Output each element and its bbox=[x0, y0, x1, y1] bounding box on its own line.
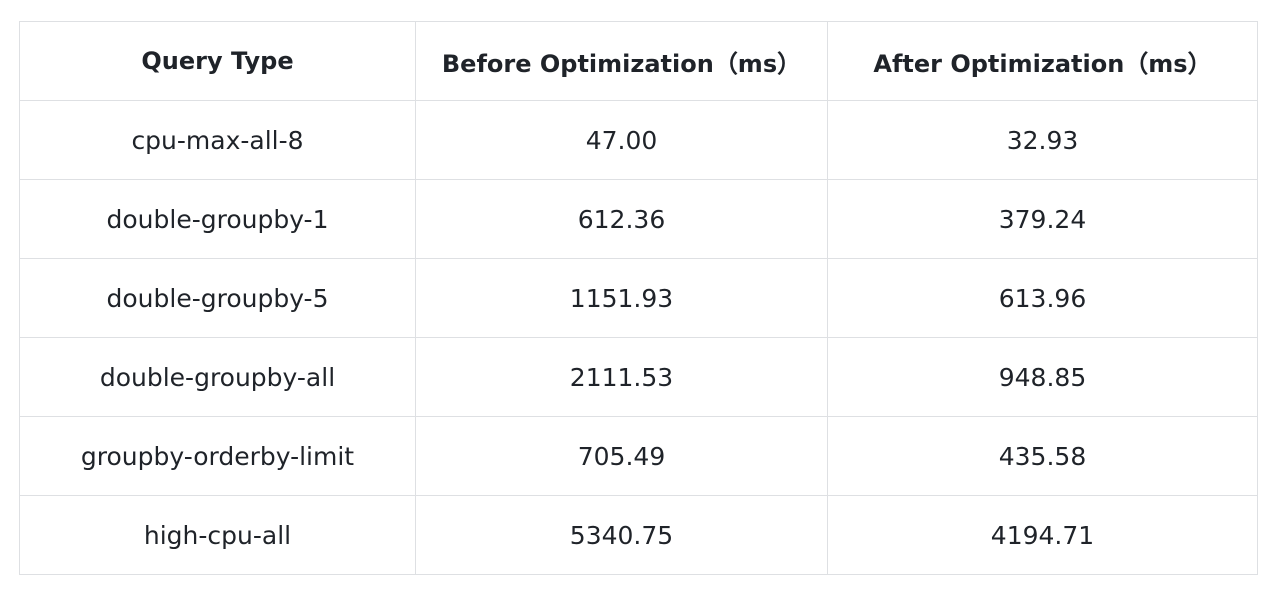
table-row: groupby-orderby-limit 705.49 435.58 bbox=[19, 416, 1258, 496]
header-cell: Query Type bbox=[19, 21, 416, 101]
table-cell: 47.00 bbox=[415, 100, 828, 180]
table-cell: double-groupby-5 bbox=[19, 258, 416, 338]
table-cell: high-cpu-all bbox=[19, 495, 416, 575]
table-cell: 705.49 bbox=[415, 416, 828, 496]
table-row: double-groupby-5 1151.93 613.96 bbox=[19, 258, 1258, 338]
table-cell: 5340.75 bbox=[415, 495, 828, 575]
table-cell: 4194.71 bbox=[827, 495, 1258, 575]
table-cell: 379.24 bbox=[827, 179, 1258, 259]
header-row: Query Type Before Optimization（ms） After O… bbox=[19, 21, 1258, 101]
table-row: high-cpu-all 5340.75 4194.71 bbox=[19, 495, 1258, 575]
table-cell: 32.93 bbox=[827, 100, 1258, 180]
table-cell: groupby-orderby-limit bbox=[19, 416, 416, 496]
table-cell: double-groupby-all bbox=[19, 337, 416, 417]
header-cell: After Optimization（ms） bbox=[827, 21, 1258, 101]
table-cell: 435.58 bbox=[827, 416, 1258, 496]
table-body: cpu-max-all-8 47.00 32.93 double-groupby-1 6… bbox=[19, 100, 1258, 575]
table-header: Query Type Before Optimization（ms） After O… bbox=[19, 21, 1258, 101]
table-cell: 613.96 bbox=[827, 258, 1258, 338]
table-cell: double-groupby-1 bbox=[19, 179, 416, 259]
table-row: double-groupby-1 612.36 379.24 bbox=[19, 179, 1258, 259]
table-cell: 612.36 bbox=[415, 179, 828, 259]
data-table: Query Type Before Optimization（ms） After O… bbox=[19, 21, 1258, 575]
header-cell: Before Optimization（ms） bbox=[415, 21, 828, 101]
table-cell: 2111.53 bbox=[415, 337, 828, 417]
table-cell: 1151.93 bbox=[415, 258, 828, 338]
table-container: Query Type Before Optimization（ms） After O… bbox=[19, 21, 1258, 575]
table-cell: 948.85 bbox=[827, 337, 1258, 417]
table-row: double-groupby-all 2111.53 948.85 bbox=[19, 337, 1258, 417]
table-cell: cpu-max-all-8 bbox=[19, 100, 416, 180]
table-row: cpu-max-all-8 47.00 32.93 bbox=[19, 100, 1258, 180]
